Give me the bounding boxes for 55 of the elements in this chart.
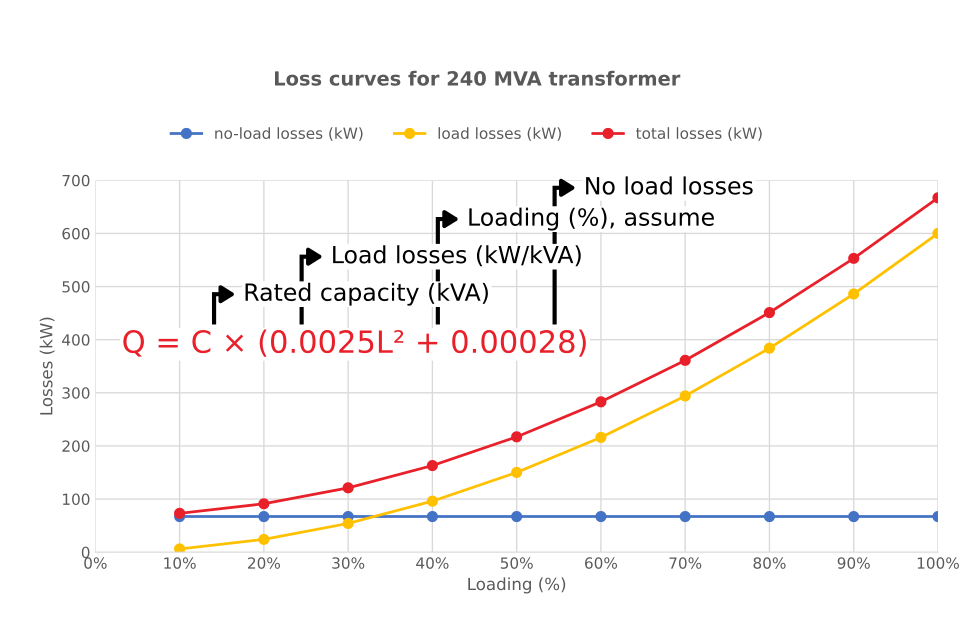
x-tick-label: 100% bbox=[918, 557, 959, 569]
point bbox=[258, 534, 270, 545]
point bbox=[595, 432, 606, 443]
point bbox=[342, 482, 354, 494]
y-tick-label: 200 bbox=[62, 440, 90, 452]
point bbox=[848, 288, 860, 300]
point bbox=[595, 510, 606, 522]
point bbox=[680, 510, 691, 522]
point bbox=[848, 252, 860, 264]
point bbox=[426, 496, 438, 507]
x-tick-label: 30% bbox=[332, 557, 364, 569]
point bbox=[258, 498, 270, 510]
annotation: Load losses (kW/kVA) bbox=[333, 245, 581, 266]
point bbox=[342, 518, 354, 530]
legend-label: load losses (kW) bbox=[438, 127, 561, 141]
x-tick-label: 0% bbox=[84, 557, 107, 569]
y-tick-label: 500 bbox=[62, 280, 90, 293]
point bbox=[595, 396, 606, 408]
x-tick-label: 20% bbox=[248, 557, 280, 569]
point bbox=[258, 510, 270, 522]
y-tick-label: 400 bbox=[62, 334, 90, 346]
point bbox=[511, 466, 522, 478]
x-tick-label: 60% bbox=[585, 557, 618, 569]
x-tick-label: 10% bbox=[164, 557, 196, 569]
x-tick-label: 90% bbox=[838, 557, 870, 569]
annotation: Rated capacity (kVA) bbox=[246, 282, 488, 306]
annotation: No load losses bbox=[586, 176, 753, 195]
point bbox=[426, 460, 438, 472]
y-tick-label: 100 bbox=[63, 493, 90, 506]
point bbox=[174, 543, 186, 552]
point bbox=[848, 510, 860, 522]
x-tick-label: 80% bbox=[754, 557, 786, 569]
y-tick-label: 600 bbox=[62, 228, 90, 240]
y-axis-title: Losses (kW) bbox=[40, 318, 55, 415]
point bbox=[680, 390, 691, 402]
legend-label: no-load losses (kW) bbox=[215, 127, 363, 141]
point bbox=[174, 508, 186, 519]
point bbox=[764, 307, 776, 318]
x-tick-label: 40% bbox=[416, 557, 449, 569]
legend-label: total losses (kW) bbox=[636, 127, 762, 141]
point bbox=[764, 342, 776, 354]
point bbox=[680, 354, 691, 366]
chart-title: Loss curves for 240 MVA transformer bbox=[274, 70, 680, 86]
annotation: Q = C × (0.0025L² + 0.00028) bbox=[123, 330, 586, 357]
y-tick-label: 300 bbox=[62, 387, 90, 399]
y-tick-label: 0 bbox=[82, 546, 90, 558]
annotation: Loading (%), assume bbox=[469, 208, 714, 231]
point bbox=[764, 510, 776, 522]
point bbox=[426, 510, 438, 522]
x-tick-label: 70% bbox=[669, 557, 702, 569]
x-tick-label: 50% bbox=[500, 557, 533, 569]
point bbox=[511, 431, 522, 442]
y-tick-label: 700 bbox=[62, 174, 90, 186]
point bbox=[511, 510, 522, 522]
x-axis-title: Loading (%) bbox=[468, 577, 566, 594]
